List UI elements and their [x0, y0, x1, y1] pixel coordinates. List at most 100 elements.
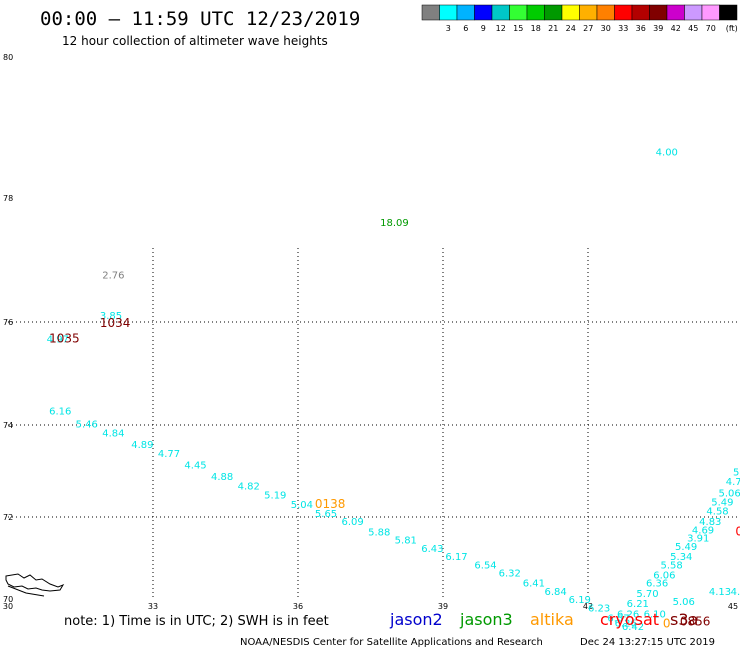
- wave-height-value: 4.77: [158, 449, 180, 460]
- satellite-cryosat: cryosat: [600, 610, 659, 629]
- pass-time-labels: 10341035013807530754085508560: [49, 316, 740, 631]
- wave-height-value: 6.84: [545, 587, 567, 598]
- legend-label: 39: [653, 24, 663, 33]
- wave-height-value: 6.21: [627, 599, 649, 610]
- legend-swatch: [701, 4, 720, 21]
- axis-tick-labels: 30 33 36 39 42 45 70 72 74 76 78 80: [3, 53, 738, 611]
- wave-height-value: 6.43: [421, 544, 443, 555]
- longitude-tick: 33: [148, 602, 158, 611]
- legend-swatch: [509, 4, 528, 21]
- wave-height-value: 6.42: [622, 622, 644, 633]
- wave-height-value: 4.00: [656, 148, 678, 159]
- longitude-tick: 45: [728, 602, 738, 611]
- latitude-tick: 74: [3, 421, 13, 430]
- wave-height-value: 6.32: [499, 568, 521, 579]
- wave-height-value: 5.70: [636, 589, 658, 600]
- legend-swatch: [491, 4, 510, 21]
- pass-time: 0: [663, 617, 671, 631]
- timestamp-text: Dec 24 13:27:15 UTC 2019: [580, 637, 715, 648]
- wave-height-value: 6.26: [615, 618, 637, 629]
- legend-label: 42: [671, 24, 681, 33]
- wave-height-value: 4.63: [731, 587, 740, 598]
- wave-height-observations: 4.00 18.09 2.76 3.85 4.97 6.16 5.46 4.84 4.89 4.7…: [47, 148, 740, 633]
- latitude-tick: 80: [3, 53, 13, 62]
- legend-label: 27: [583, 24, 593, 33]
- wave-height-value: 5.34: [670, 552, 692, 563]
- legend-label: 45: [688, 24, 698, 33]
- legend-swatch: [474, 4, 493, 21]
- legend-swatch: [544, 4, 563, 21]
- wave-height-value: 5.06: [673, 597, 695, 608]
- wave-height-value: 3.91: [687, 534, 709, 545]
- wave-height-value: 6.10: [644, 609, 666, 620]
- footer-note: note: 1) Time is in UTC; 2) SWH is in fe…: [64, 614, 329, 629]
- wave-height-value: 6.16: [49, 407, 71, 418]
- legend-label: 70: [706, 24, 716, 33]
- color-scale-legend: 3 6 9 12 15 18 21 24 27 30 33 36 39 42 45 70 (ft): [421, 4, 738, 33]
- legend-label: 15: [513, 24, 523, 33]
- wave-height-value: 3.85: [100, 311, 122, 322]
- pass-time: 1035: [49, 332, 80, 346]
- wave-height-value: 18.09: [380, 218, 409, 229]
- satellite-altika: altika: [530, 610, 574, 629]
- satellite-legend: jason2 jason3 altika cryosat s3a: [389, 610, 698, 629]
- legend-label: 6: [463, 24, 468, 33]
- legend-label: 33: [618, 24, 628, 33]
- latitude-tick: 70: [3, 595, 13, 604]
- wave-height-value: 4.45: [184, 461, 206, 472]
- latitude-tick: 72: [3, 513, 13, 522]
- legend-label: 18: [531, 24, 541, 33]
- wave-height-value: 4.58: [706, 507, 728, 518]
- legend-swatch: [684, 4, 703, 21]
- map-subtitle: 12 hour collection of altimeter wave hei…: [62, 34, 328, 48]
- wave-height-value: 6.09: [342, 517, 364, 528]
- wave-height-value: 4.73: [726, 477, 740, 488]
- wave-height-value: 4.69: [692, 525, 714, 536]
- legend-label: 36: [636, 24, 646, 33]
- legend-swatch: [579, 4, 598, 21]
- wave-height-value: 6.17: [445, 552, 467, 563]
- satellite-jason3: jason3: [459, 610, 513, 629]
- wave-height-value: 5.88: [368, 527, 390, 538]
- longitude-tick: 39: [438, 602, 448, 611]
- latitude-tick: 76: [3, 318, 13, 327]
- wave-height-value: 4.13: [709, 587, 731, 598]
- pass-time: 0754: [735, 524, 740, 538]
- wave-height-value: 5.65: [315, 509, 337, 520]
- wave-height-value: 4.83: [699, 517, 721, 528]
- legend-label: 9: [481, 24, 486, 33]
- wave-height-value: 6.54: [474, 560, 496, 571]
- wave-height-value: 4.84: [102, 429, 124, 440]
- legend-swatch: [596, 4, 615, 21]
- legend-swatch: [649, 4, 668, 21]
- legend-swatch: [561, 4, 580, 21]
- wave-height-value: 5.04: [291, 500, 313, 511]
- wave-height-value: 5.81: [395, 536, 417, 547]
- legend-swatch: [526, 4, 545, 21]
- map-title: 00:00 – 11:59 UTC 12/23/2019: [40, 8, 360, 30]
- wave-height-value: 6.36: [646, 579, 668, 590]
- legend-swatch: [614, 4, 633, 21]
- legend-label: 24: [566, 24, 576, 33]
- wave-height-value: 4.97: [47, 335, 69, 346]
- legend-swatch: [666, 4, 685, 21]
- wave-height-value: 6.23: [588, 603, 610, 614]
- wave-height-value: 6.57: [607, 614, 629, 625]
- legend-swatch: [421, 4, 440, 21]
- wave-height-value: 6.26: [617, 609, 639, 620]
- legend-label: 3: [446, 24, 451, 33]
- latitude-tick: 78: [3, 194, 13, 203]
- lat-lon-grid: [8, 248, 740, 599]
- longitude-tick: 36: [293, 602, 303, 611]
- longitude-tick: 30: [3, 602, 13, 611]
- legend-label: 12: [496, 24, 506, 33]
- coastline: [5, 573, 65, 592]
- wave-height-value: 5.19: [264, 491, 286, 502]
- coastline-shore: [7, 585, 45, 597]
- wave-height-value: 6.19: [569, 595, 591, 606]
- wave-height-value: 5.06: [719, 488, 740, 499]
- legend-unit: (ft): [726, 24, 738, 33]
- pass-time: 1034: [100, 316, 131, 330]
- wave-height-value: 4.88: [211, 472, 233, 483]
